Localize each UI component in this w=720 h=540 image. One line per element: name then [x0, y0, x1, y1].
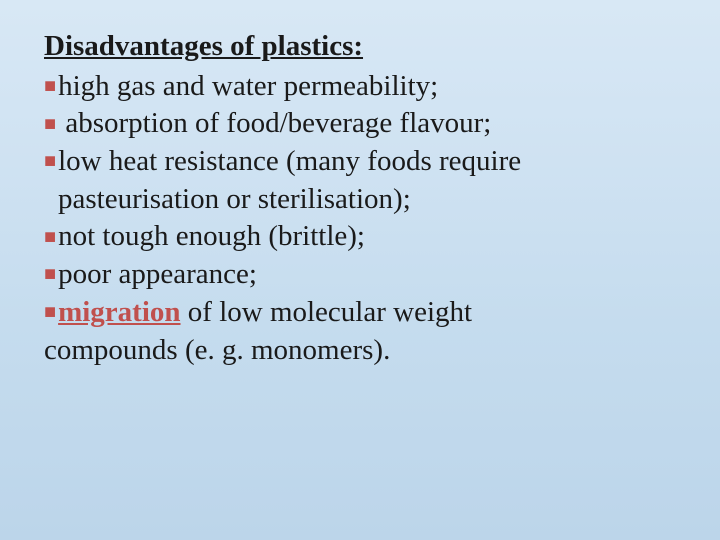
list-item: ■not tough enough (brittle);	[44, 218, 684, 256]
bullet-icon: ■	[44, 261, 56, 287]
bullet-icon: ■	[44, 111, 56, 137]
list-item-last: ■migration of low molecular weight	[44, 294, 684, 332]
list-item-last-continuation: compounds (e. g. monomers).	[44, 332, 684, 370]
item-text: not tough enough (brittle);	[58, 220, 365, 252]
list-item: ■low heat resistance (many foods require	[44, 143, 684, 181]
slide-content: Disadvantages of plastics: ■high gas and…	[44, 28, 684, 369]
item-text: absorption of food/beverage flavour;	[58, 107, 491, 139]
item-text: compounds (e. g. monomers).	[44, 334, 390, 366]
item-text: of low molecular weight	[181, 296, 473, 328]
item-text: high gas and water permeability;	[58, 70, 438, 102]
list-item: ■poor appearance;	[44, 256, 684, 294]
item-text: pasteurisation or sterilisation);	[58, 183, 411, 215]
bullet-icon: ■	[44, 224, 56, 250]
keyword-migration: migration	[58, 296, 180, 328]
bullet-icon: ■	[44, 148, 56, 174]
list-item: ■ absorption of food/beverage flavour;	[44, 105, 684, 143]
item-text: poor appearance;	[58, 258, 257, 290]
bullet-icon: ■	[44, 299, 56, 325]
item-text: low heat resistance (many foods require	[58, 145, 521, 177]
bullet-icon: ■	[44, 73, 56, 99]
list-item: ■high gas and water permeability;	[44, 68, 684, 106]
list-item-continuation: pasteurisation or sterilisation);	[44, 181, 684, 219]
slide-heading: Disadvantages of plastics:	[44, 28, 684, 66]
